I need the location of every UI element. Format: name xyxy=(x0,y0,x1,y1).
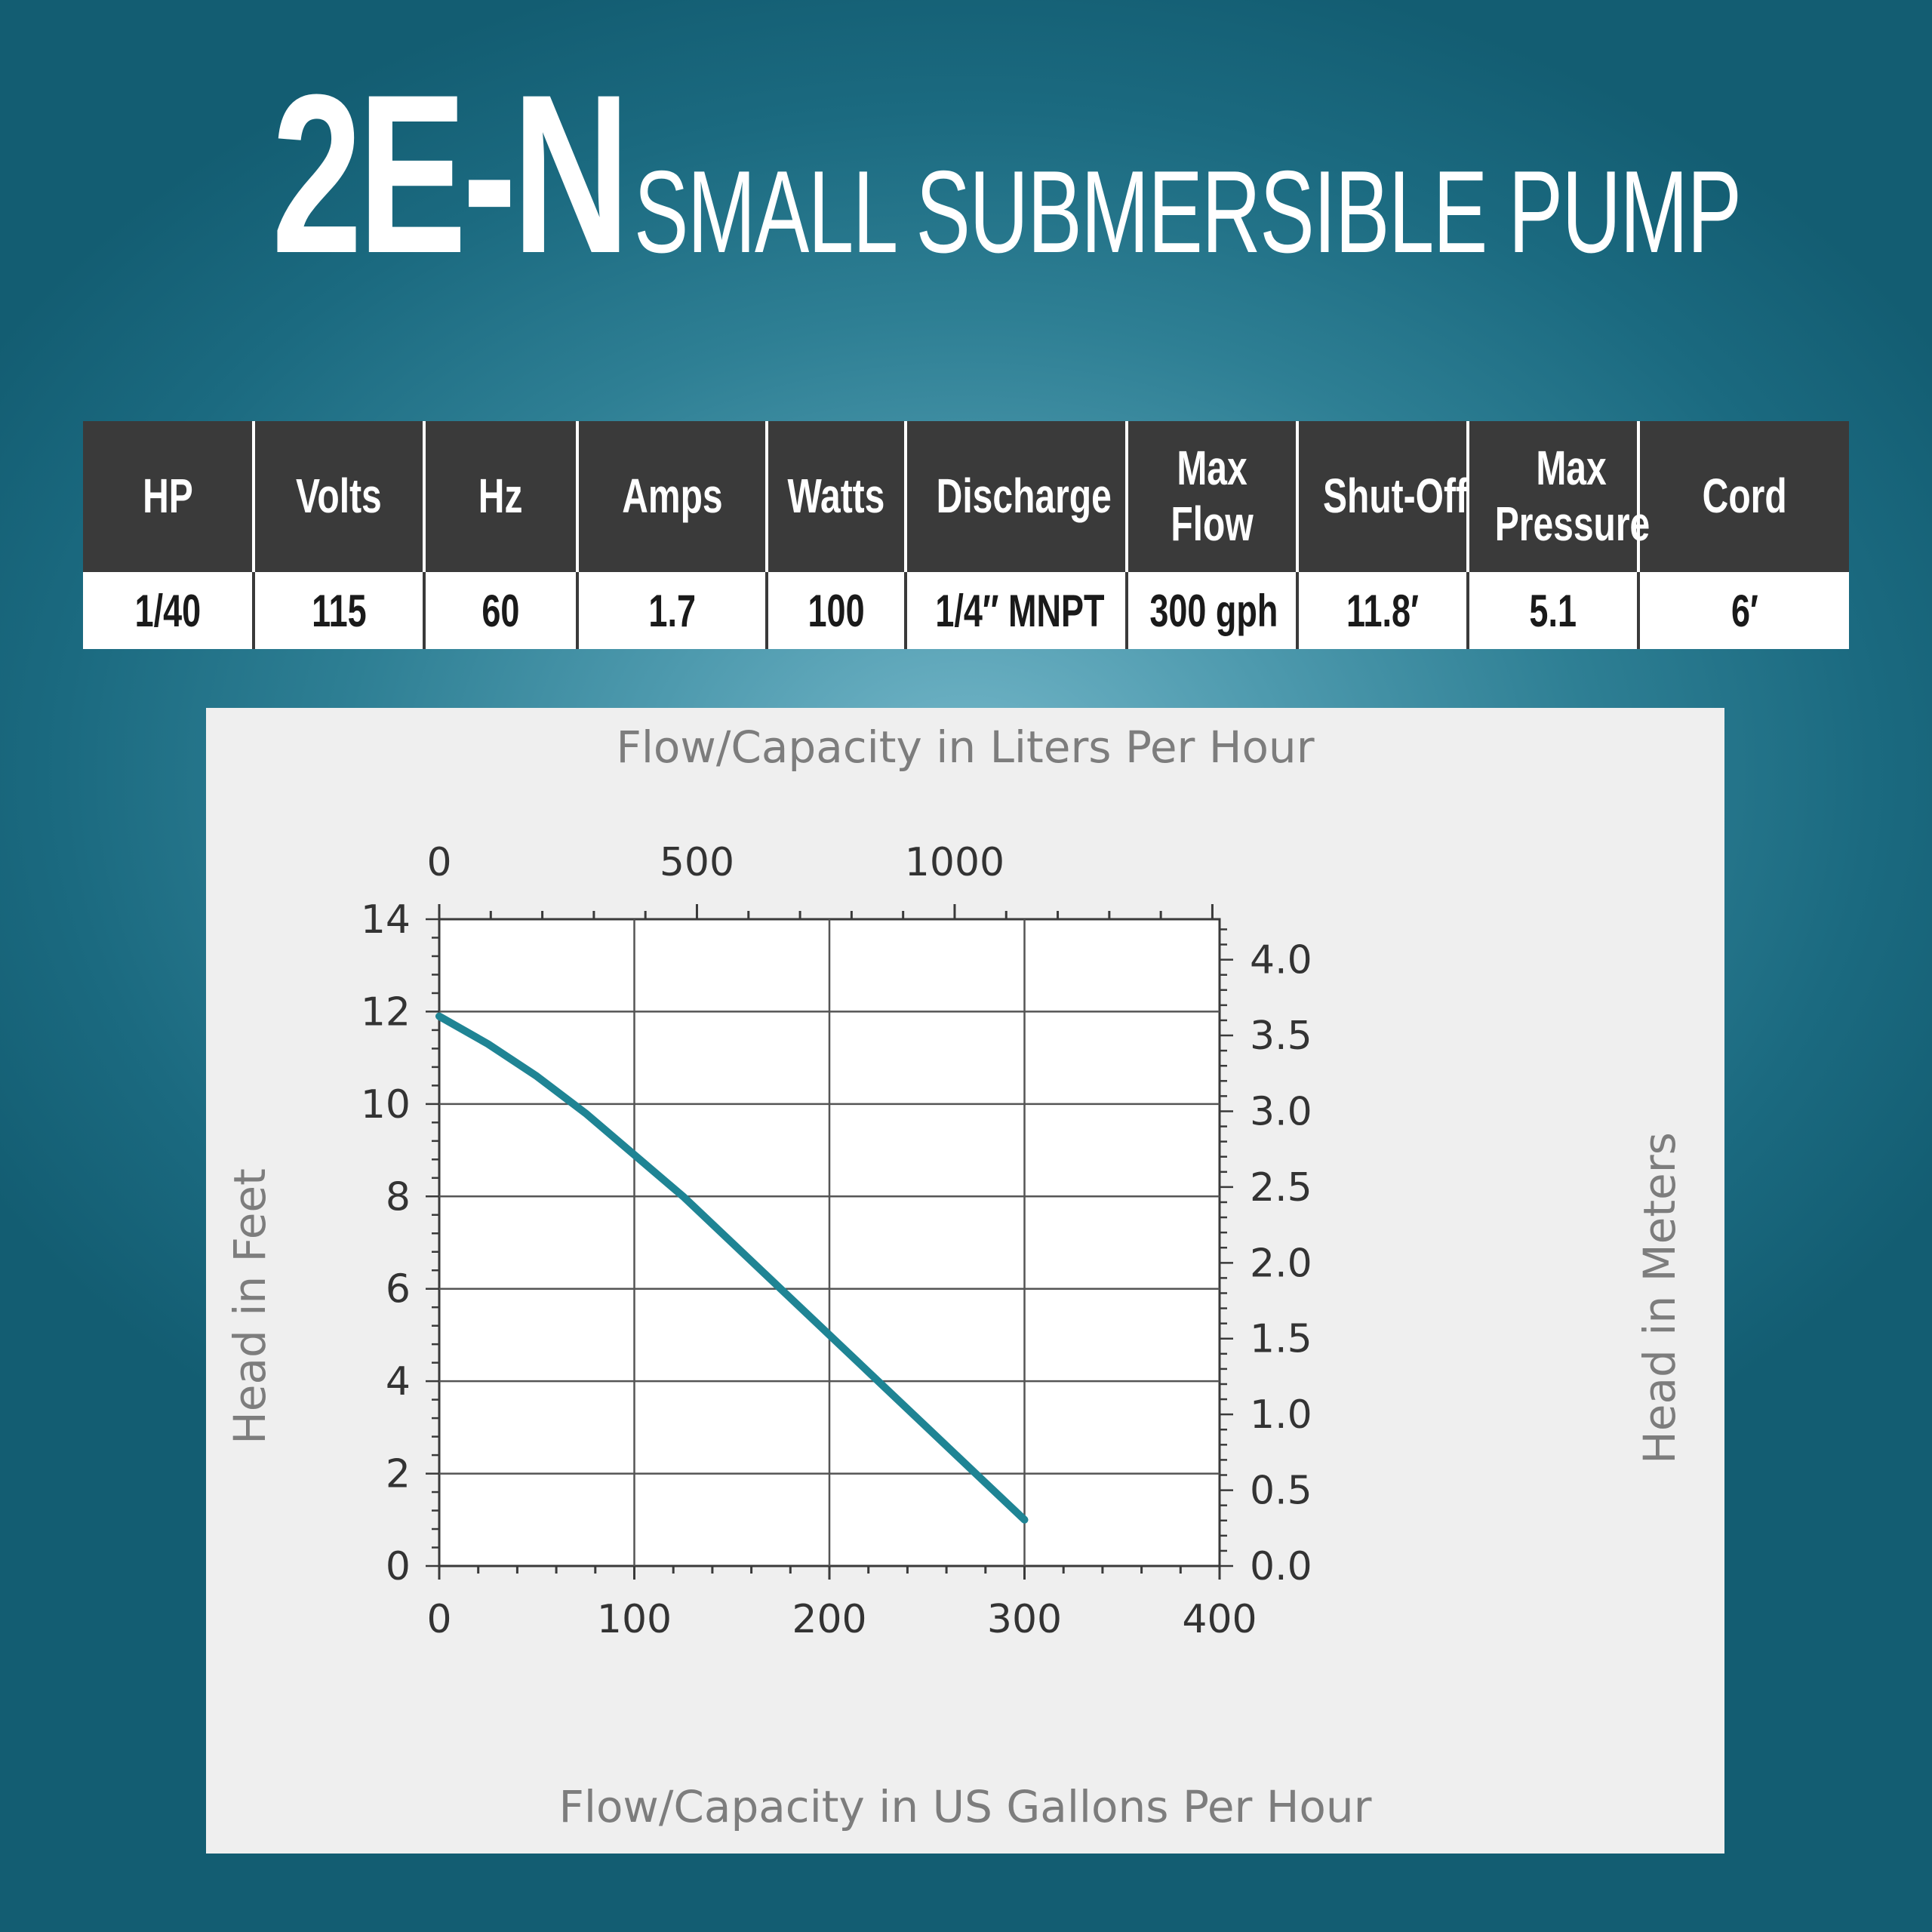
y2-tick-label: 1.5 xyxy=(1250,1317,1312,1362)
spec-header-watts: Watts xyxy=(767,421,907,572)
spec-header-volts: Volts xyxy=(254,421,426,572)
y-tick-label: 14 xyxy=(361,897,411,943)
spec-table: HP Volts Hz Amps Watts Discharge Max Flo… xyxy=(83,421,1849,649)
spec-value-cord: 6′ xyxy=(1638,572,1849,649)
spec-value-hp: 1/40 xyxy=(83,572,255,649)
y2-tick-label: 2.5 xyxy=(1250,1165,1312,1211)
y2-tick-label: 2.0 xyxy=(1250,1241,1312,1286)
spec-header-discharge: Discharge xyxy=(906,421,1128,572)
x-tick-label: 100 xyxy=(597,1597,672,1642)
y2-tick-label: 0.5 xyxy=(1250,1469,1312,1514)
product-subtitle: SMALL SUBMERSIBLE PUMP xyxy=(634,146,1742,277)
spec-header-max-flow: Max Flow xyxy=(1127,421,1299,572)
spec-value-volts: 115 xyxy=(254,572,426,649)
x-tick-label: 300 xyxy=(987,1597,1062,1642)
tick-label-layer: 0 100 200 300 400 0 500 1000 0 2 4 6 8 10 12 14 0.0 0.5 1.… xyxy=(361,840,1312,1642)
spec-header-hp: HP xyxy=(83,421,255,572)
spec-value-max-pressure: 5.1 xyxy=(1468,572,1640,649)
y2-tick-label: 4.0 xyxy=(1250,938,1312,983)
x2-tick-label: 500 xyxy=(660,840,734,885)
x-tick-label: 0 xyxy=(426,1597,451,1642)
pump-performance-curve xyxy=(435,1012,1029,1524)
y-tick-label: 4 xyxy=(386,1359,411,1404)
bottom-axis-title: Flow/Capacity in US Gallons Per Hour xyxy=(558,1781,1371,1832)
spec-header-cord: Cord xyxy=(1638,421,1849,572)
spec-header-row: HP Volts Hz Amps Watts Discharge Max Flo… xyxy=(83,421,1849,572)
grid-layer xyxy=(439,919,1220,1566)
pump-curve-chart: Flow/Capacity in Liters Per Hour Flow/Ca… xyxy=(206,708,1724,1854)
x-tick-label: 400 xyxy=(1182,1597,1257,1642)
right-axis-title: Head in Meters xyxy=(1634,1132,1685,1464)
spec-value-amps: 1.7 xyxy=(577,572,768,649)
x2-tick-label: 0 xyxy=(426,840,451,885)
spec-header-hz: Hz xyxy=(424,421,579,572)
y-tick-label: 10 xyxy=(361,1082,411,1128)
y-tick-label: 2 xyxy=(386,1452,411,1497)
y-tick-label: 0 xyxy=(386,1544,411,1589)
y2-tick-label: 3.5 xyxy=(1250,1014,1312,1059)
y-tick-label: 8 xyxy=(386,1174,411,1220)
top-axis-title: Flow/Capacity in Liters Per Hour xyxy=(616,721,1314,773)
spec-value-watts: 100 xyxy=(767,572,907,649)
x-tick-label: 200 xyxy=(792,1597,866,1642)
series-layer xyxy=(435,1012,1029,1524)
pump-curve-svg: Flow/Capacity in Liters Per Hour Flow/Ca… xyxy=(224,721,1685,1832)
spec-value-discharge: 1/4″ MNPT xyxy=(906,572,1128,649)
y-tick-label: 12 xyxy=(361,989,411,1035)
spec-header-shut-off: Shut-Off xyxy=(1297,421,1469,572)
tick-layer xyxy=(426,904,1233,1580)
spec-value-row: 1/40 115 60 1.7 100 1/4″ MNPT 300 gph 11… xyxy=(83,572,1849,649)
x2-tick-label: 1000 xyxy=(905,840,1004,885)
spec-value-shut-off: 11.8′ xyxy=(1297,572,1469,649)
y-tick-label: 6 xyxy=(386,1267,411,1312)
spec-header-max-pressure: Max Pressure xyxy=(1468,421,1650,572)
model-name: 2E-N xyxy=(272,47,630,300)
y2-tick-label: 1.0 xyxy=(1250,1392,1312,1438)
spec-value-hz: 60 xyxy=(424,572,579,649)
spec-header-amps: Amps xyxy=(577,421,768,572)
title-bar: 2E-N SMALL SUBMERSIBLE PUMP xyxy=(272,60,1781,287)
left-axis-title: Head in Feet xyxy=(224,1168,275,1444)
spec-value-max-flow: 300 gph xyxy=(1127,572,1299,649)
y2-tick-label: 0.0 xyxy=(1250,1544,1312,1589)
y2-tick-label: 3.0 xyxy=(1250,1089,1312,1134)
